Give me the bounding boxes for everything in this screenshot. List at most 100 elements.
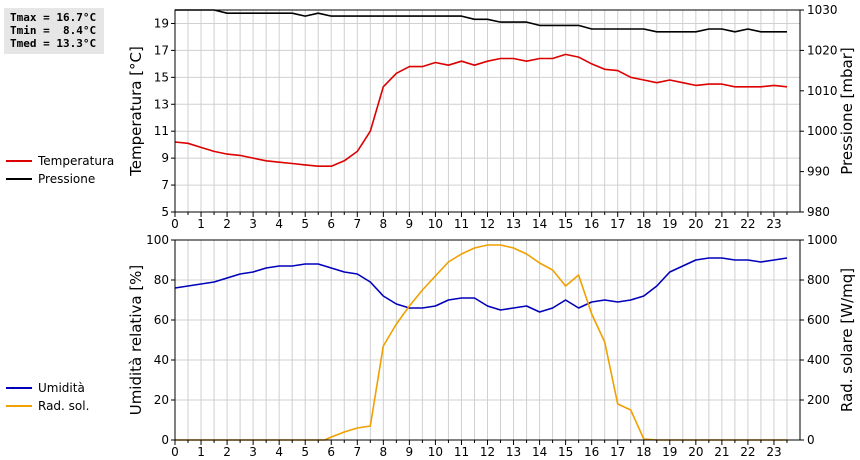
bottom-y-left-tick-label: 100 [146, 233, 169, 247]
legend-label-humidity: Umidità [38, 381, 85, 395]
legend-label-pressure: Pressione [38, 172, 96, 186]
bottom-y-right-tick-label: 800 [807, 273, 830, 287]
top-y-right-tick-label: 1000 [807, 124, 838, 138]
top-y-left-tick-label: 7 [161, 178, 169, 192]
bottom-x-tick-label: 21 [714, 445, 729, 459]
bottom-y-right-tick-label: 1000 [807, 233, 838, 247]
legend-swatch-pressure [6, 178, 32, 180]
top-x-tick-label: 10 [428, 217, 443, 231]
bottom-x-tick-label: 19 [662, 445, 677, 459]
legend-bottom: Umidità Rad. sol. [6, 379, 89, 415]
top-y-right-tick-label: 1030 [807, 3, 838, 17]
top-x-tick-label: 18 [636, 217, 651, 231]
top-y-right-tick-label: 980 [807, 205, 830, 219]
legend-item-humidity: Umidità [6, 379, 89, 397]
top-y-left-tick-label: 13 [154, 97, 169, 111]
temperature-pressure-chart: 0 1 2 3 4 5 6 7 8 9 10 11 12 13 14 15 16 17 18 19 20 21 22 2357… [127, 3, 856, 231]
legend-label-solar: Rad. sol. [38, 399, 90, 413]
top-x-tick-label: 12 [480, 217, 495, 231]
bottom-x-tick-label: 9 [406, 445, 414, 459]
bottom-x-tick-label: 1 [197, 445, 205, 459]
bottom-x-tick-label: 6 [327, 445, 335, 459]
bottom-x-tick-label: 8 [380, 445, 388, 459]
bottom-x-tick-label: 11 [454, 445, 469, 459]
bottom-x-tick-label: 23 [766, 445, 781, 459]
top-x-tick-label: 16 [584, 217, 599, 231]
top-y-left-title: Temperatura [°C] [127, 46, 145, 177]
bottom-y-right-tick-label: 200 [807, 393, 830, 407]
top-x-tick-label: 15 [558, 217, 573, 231]
bottom-y-left-tick-label: 40 [154, 353, 169, 367]
top-x-tick-label: 5 [301, 217, 309, 231]
legend-item-pressure: Pressione [6, 170, 114, 188]
top-y-right-tick-label: 990 [807, 165, 830, 179]
series-line-pressure [175, 9, 787, 33]
top-x-tick-label: 21 [714, 217, 729, 231]
top-x-tick-label: 8 [380, 217, 388, 231]
bottom-y-left-tick-label: 20 [154, 393, 169, 407]
humidity-solar-chart: 0 1 2 3 4 5 6 7 8 9 10 11 12 13 14 15 16 17 18 19 20 21 22 2302… [127, 233, 856, 459]
top-x-tick-label: 23 [766, 217, 781, 231]
legend-item-solar: Rad. sol. [6, 397, 89, 415]
legend-item-temperature: Temperatura [6, 152, 114, 170]
bottom-x-tick-label: 17 [610, 445, 625, 459]
bottom-x-tick-label: 18 [636, 445, 651, 459]
top-y-right-title: Pressione [mbar] [838, 47, 856, 175]
top-x-tick-label: 6 [327, 217, 335, 231]
bottom-x-tick-label: 14 [532, 445, 547, 459]
legend-swatch-solar [6, 405, 32, 407]
bottom-x-tick-label: 3 [249, 445, 257, 459]
stat-tmin: Tmin = 8.4°C [10, 24, 97, 37]
legend-label-temperature: Temperatura [38, 154, 115, 168]
top-y-left-tick-label: 9 [161, 151, 169, 165]
bottom-x-tick-label: 10 [428, 445, 443, 459]
top-x-tick-label: 11 [454, 217, 469, 231]
bottom-x-tick-label: 22 [740, 445, 755, 459]
top-x-tick-label: 0 [171, 217, 179, 231]
top-x-tick-label: 22 [740, 217, 755, 231]
bottom-x-tick-label: 12 [480, 445, 495, 459]
series-line-humidity [174, 257, 788, 313]
bottom-y-left-title: Umidità relativa [%] [127, 265, 145, 416]
bottom-x-tick-label: 7 [353, 445, 361, 459]
stats-box: Tmax = 16.7°C Tmin = 8.4°C Tmed = 13.3°C [4, 8, 104, 54]
legend-top: Temperatura Pressione [6, 152, 114, 188]
top-y-left-tick-label: 5 [161, 205, 169, 219]
bottom-y-left-tick-label: 80 [154, 273, 169, 287]
top-x-tick-label: 14 [532, 217, 547, 231]
bottom-y-right-title: Rad. solare [W/mq] [838, 268, 856, 412]
stat-tmed: Tmed = 13.3°C [10, 37, 97, 50]
bottom-y-left-tick-label: 0 [161, 433, 169, 447]
top-y-right-tick-label: 1020 [807, 43, 838, 57]
top-x-tick-label: 19 [662, 217, 677, 231]
top-x-tick-label: 2 [223, 217, 231, 231]
top-x-tick-label: 9 [406, 217, 414, 231]
bottom-y-right-tick-label: 600 [807, 313, 830, 327]
bottom-x-tick-label: 20 [688, 445, 703, 459]
top-x-tick-label: 7 [353, 217, 361, 231]
bottom-x-tick-label: 4 [275, 445, 283, 459]
top-y-left-tick-label: 17 [154, 43, 169, 57]
bottom-y-left-tick-label: 60 [154, 313, 169, 327]
top-y-left-tick-label: 15 [154, 70, 169, 84]
top-y-right-tick-label: 1010 [807, 84, 838, 98]
top-y-left-tick-label: 11 [154, 124, 169, 138]
bottom-x-tick-label: 2 [223, 445, 231, 459]
series-line-temperature [174, 53, 788, 167]
bottom-x-tick-label: 0 [171, 445, 179, 459]
top-x-tick-label: 13 [506, 217, 521, 231]
legend-swatch-temperature [6, 160, 32, 162]
bottom-x-tick-label: 5 [301, 445, 309, 459]
top-x-tick-label: 20 [688, 217, 703, 231]
top-x-tick-label: 4 [275, 217, 283, 231]
top-x-tick-label: 1 [197, 217, 205, 231]
bottom-y-right-tick-label: 0 [807, 433, 815, 447]
legend-swatch-humidity [6, 387, 32, 389]
top-x-tick-label: 3 [249, 217, 257, 231]
bottom-y-right-tick-label: 400 [807, 353, 830, 367]
top-y-left-tick-label: 19 [154, 16, 169, 30]
bottom-x-tick-label: 13 [506, 445, 521, 459]
stat-tmax: Tmax = 16.7°C [10, 11, 97, 24]
top-x-tick-label: 17 [610, 217, 625, 231]
